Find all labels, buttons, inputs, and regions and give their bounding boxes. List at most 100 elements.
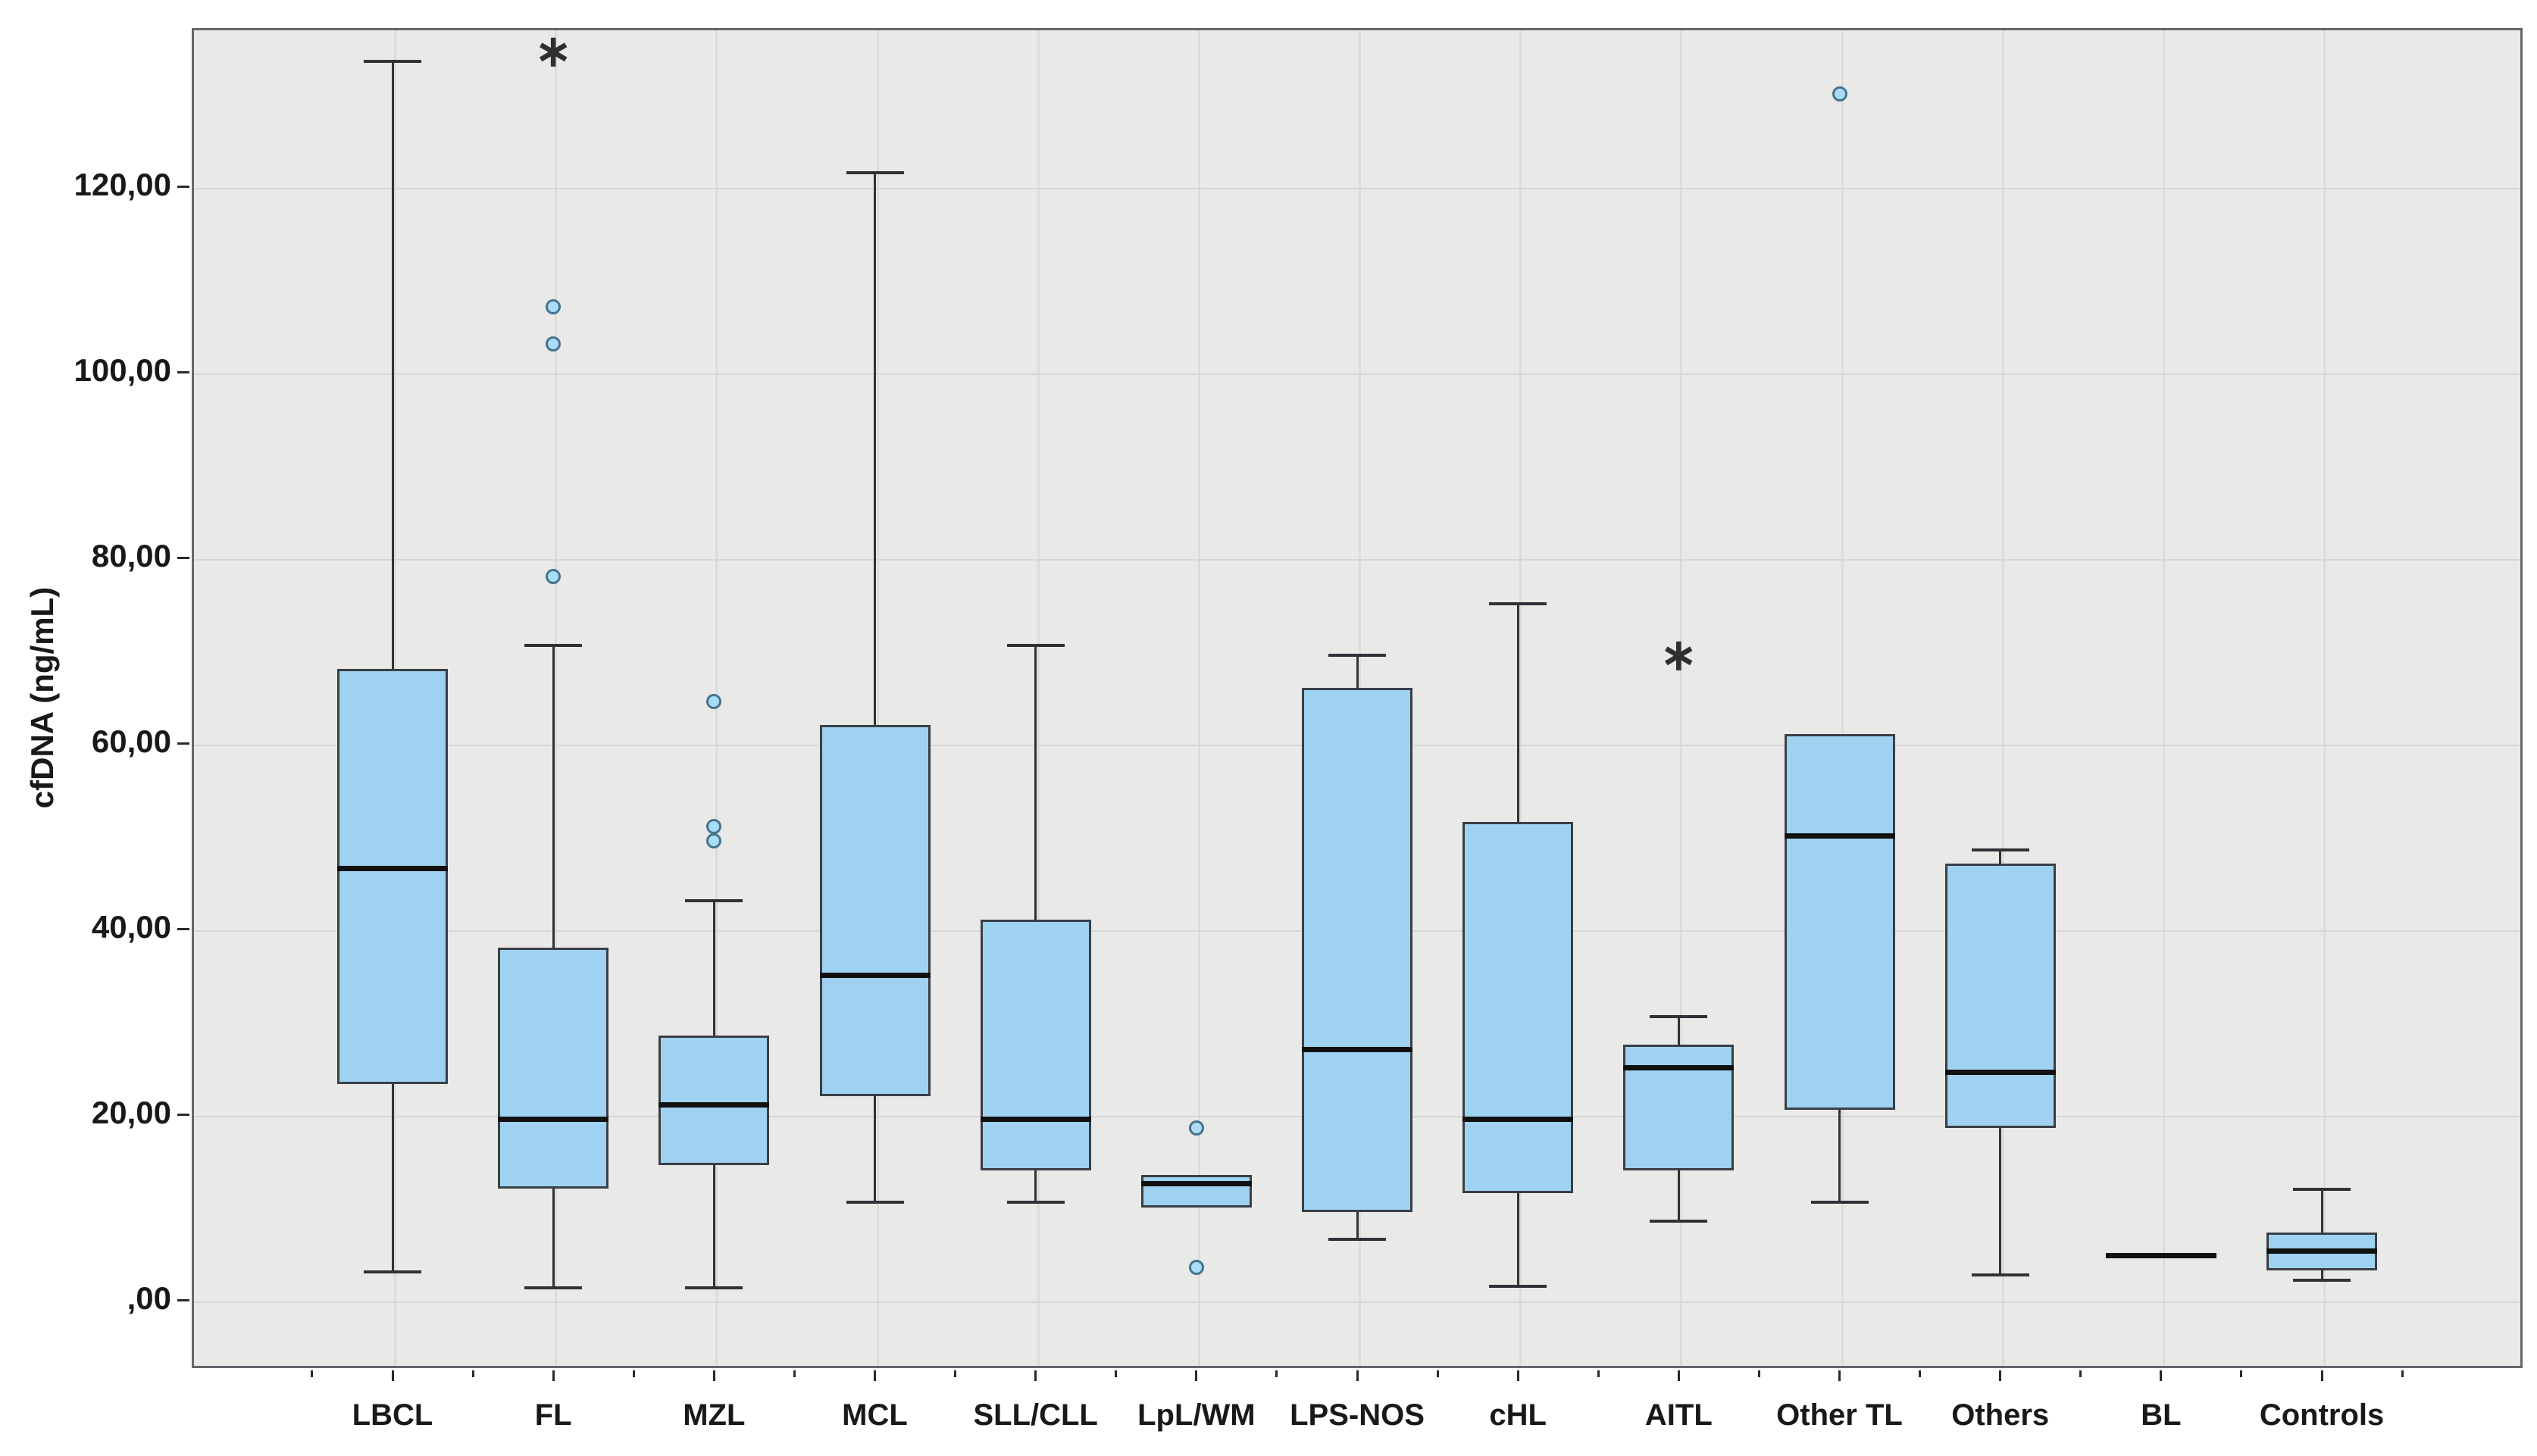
lower-whisker-cap xyxy=(846,1201,904,1204)
y-gridline xyxy=(194,188,2520,189)
category-gridline xyxy=(876,30,879,1366)
x-axis-category-label: LpL/WM xyxy=(1137,1398,1256,1432)
y-axis-tick xyxy=(177,1113,189,1116)
lower-whisker-cap xyxy=(685,1286,743,1290)
x-axis-minor-tick xyxy=(1436,1370,1439,1377)
category-gridline xyxy=(1680,30,1683,1366)
category-gridline xyxy=(1197,30,1200,1366)
extreme-outlier-asterisk: ∗ xyxy=(1660,630,1697,680)
x-axis-category-label: FL xyxy=(534,1398,572,1432)
x-axis-category-label: MCL xyxy=(842,1398,908,1432)
x-axis-tick xyxy=(1838,1370,1841,1381)
outlier-circle xyxy=(546,336,562,352)
x-axis-minor-tick xyxy=(2401,1370,2404,1377)
y-axis-tick xyxy=(177,742,189,745)
x-axis-minor-tick xyxy=(2240,1370,2243,1377)
y-axis-tick-label: ,00 xyxy=(127,1280,171,1316)
outlier-circle xyxy=(546,568,562,584)
lower-whisker-cap xyxy=(1489,1284,1547,1288)
x-axis-tick xyxy=(1516,1370,1519,1381)
upper-whisker xyxy=(1356,655,1359,688)
x-axis-category-label: SLL/CLL xyxy=(973,1398,1098,1432)
y-axis-tick-label: 80,00 xyxy=(91,538,171,573)
lower-whisker-cap xyxy=(364,1270,421,1274)
lower-whisker-cap xyxy=(2293,1279,2351,1283)
x-axis-minor-tick xyxy=(793,1370,796,1377)
lower-whisker xyxy=(2320,1270,2323,1281)
lower-whisker-cap xyxy=(1971,1273,2029,1276)
lower-whisker xyxy=(712,1165,715,1289)
x-axis-category-label: Controls xyxy=(2259,1398,2385,1432)
upper-whisker-cap xyxy=(1328,653,1387,657)
x-axis-minor-tick xyxy=(2079,1370,2082,1377)
y-axis-tick xyxy=(177,1298,189,1301)
median-line xyxy=(1462,1116,1574,1122)
lower-whisker xyxy=(391,1083,394,1273)
box-iqr xyxy=(1623,1045,1735,1170)
lower-whisker xyxy=(874,1095,876,1203)
y-axis-tick-label: 60,00 xyxy=(91,723,171,759)
x-axis-minor-tick xyxy=(471,1370,474,1377)
outlier-circle xyxy=(706,693,722,709)
category-gridline xyxy=(1037,30,1040,1366)
upper-whisker xyxy=(391,61,394,669)
x-axis-minor-tick xyxy=(954,1370,957,1377)
outlier-circle xyxy=(1188,1260,1204,1276)
box-iqr xyxy=(1784,733,1895,1110)
x-axis-minor-tick xyxy=(1275,1370,1278,1377)
upper-whisker-cap xyxy=(1971,848,2029,851)
median-line xyxy=(1302,1046,1413,1052)
median-line xyxy=(1944,1070,2056,1076)
x-axis-minor-tick xyxy=(311,1370,314,1377)
category-gridline xyxy=(2323,30,2326,1366)
x-axis-tick xyxy=(2320,1370,2323,1381)
outlier-circle xyxy=(1832,86,1847,102)
category-gridline xyxy=(555,30,558,1366)
x-axis-minor-tick xyxy=(1757,1370,1760,1377)
outlier-circle xyxy=(546,299,562,315)
upper-whisker xyxy=(1677,1017,1680,1045)
y-axis-tick-label: 100,00 xyxy=(74,352,171,388)
outlier-circle xyxy=(1188,1120,1204,1136)
lower-whisker-cap xyxy=(1810,1201,1869,1204)
y-axis-tick-label: 120,00 xyxy=(74,167,171,202)
y-gridline xyxy=(194,373,2520,375)
lower-whisker-cap xyxy=(1328,1238,1387,1242)
x-axis-tick xyxy=(1999,1370,2002,1381)
box-iqr xyxy=(1944,864,2056,1129)
extreme-outlier-asterisk: ∗ xyxy=(534,27,572,77)
y-axis-tick xyxy=(177,370,189,373)
outlier-circle xyxy=(706,833,722,848)
median-line xyxy=(498,1116,609,1122)
upper-whisker xyxy=(874,172,876,725)
median-line xyxy=(1784,833,1895,839)
x-axis-category-label: Other TL xyxy=(1776,1398,1903,1432)
lower-whisker-cap xyxy=(1006,1201,1065,1204)
x-axis-category-label: LBCL xyxy=(352,1398,433,1432)
x-axis-minor-tick xyxy=(1597,1370,1600,1377)
box-iqr xyxy=(337,669,448,1084)
x-axis-category-label: LPS-NOS xyxy=(1290,1398,1425,1432)
box-iqr xyxy=(498,947,609,1189)
x-axis-minor-tick xyxy=(1115,1370,1118,1377)
y-axis-tick xyxy=(177,556,189,559)
upper-whisker xyxy=(552,645,555,948)
lower-whisker-cap xyxy=(1650,1219,1708,1223)
y-axis-tick xyxy=(177,185,189,188)
y-gridline xyxy=(194,559,2520,561)
median-line xyxy=(1623,1065,1735,1071)
upper-whisker-cap xyxy=(1006,644,1065,648)
x-axis-tick xyxy=(1195,1370,1198,1381)
median-line xyxy=(2105,1252,2216,1258)
median-line xyxy=(2266,1248,2378,1254)
box-iqr xyxy=(1302,687,1413,1212)
box-iqr xyxy=(1462,822,1574,1194)
lower-whisker xyxy=(1838,1109,1841,1203)
median-line xyxy=(819,972,931,978)
y-gridline xyxy=(194,1301,2520,1303)
x-axis-tick xyxy=(391,1370,394,1381)
upper-whisker-cap xyxy=(364,59,421,63)
x-axis-tick xyxy=(1034,1370,1037,1381)
lower-whisker xyxy=(1356,1211,1359,1240)
upper-whisker xyxy=(1034,645,1037,920)
